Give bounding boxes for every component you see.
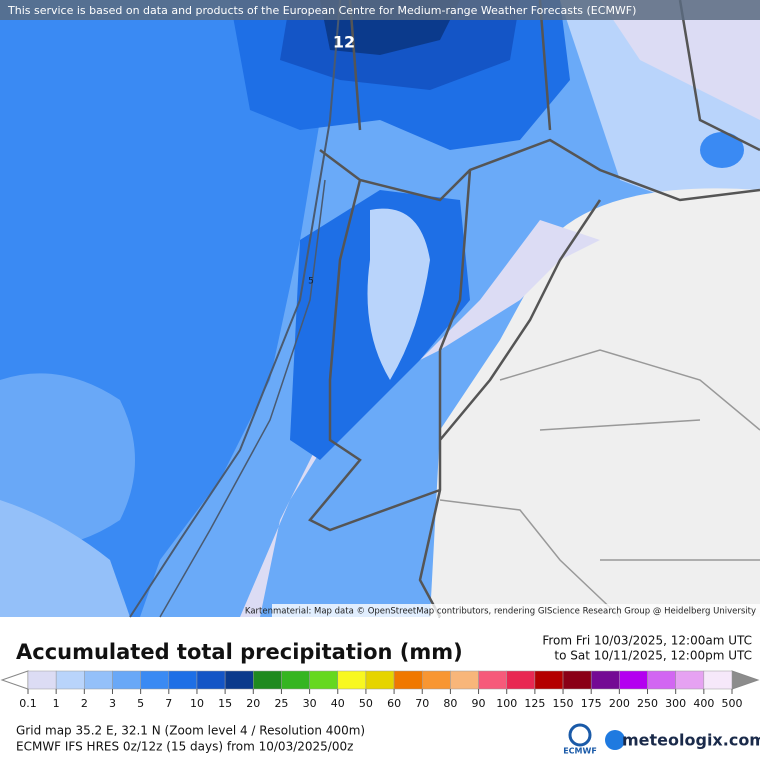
model-info: ECMWF IFS HRES 0z/12z (15 days) from 10/… <box>16 740 353 754</box>
colorbar-box <box>534 670 564 690</box>
colorbar-tick-label: 50 <box>359 697 373 710</box>
colorbar-tick-label: 20 <box>246 697 260 710</box>
colorbar-tick-label: 25 <box>274 697 288 710</box>
colorbar-box <box>675 670 705 690</box>
colorbar-arrow <box>731 670 760 690</box>
colorbar-tick-label: 1 <box>53 697 60 710</box>
colorbar-tick-label: 0.1 <box>19 697 37 710</box>
colorbar-box <box>619 670 648 690</box>
coastline <box>159 179 326 618</box>
period-from: From Fri 10/03/2025, 12:00am UTC <box>542 634 752 648</box>
colorbar-box <box>337 670 367 690</box>
colorbar-box <box>281 670 310 690</box>
banner: This service is based on data and produc… <box>7 4 636 17</box>
colorbar-tick-label: 500 <box>722 697 743 710</box>
colorbar-box <box>450 670 479 690</box>
colorbar-tick-label: 300 <box>665 697 686 710</box>
colorbar-tick-label: 125 <box>524 697 545 710</box>
colorbar-tick-label: 100 <box>496 697 517 710</box>
border <box>308 0 760 618</box>
colorbar-box <box>309 670 339 690</box>
colorbar-tick-label: 90 <box>472 697 486 710</box>
colorbar-tick-label: 80 <box>443 697 457 710</box>
precip-area <box>600 0 760 120</box>
colorbar-tick-label: 150 <box>553 697 574 710</box>
colorbar-arrow <box>0 670 29 690</box>
contour-label: 12 <box>333 33 355 52</box>
colorbar-tick-label: 60 <box>387 697 401 710</box>
colorbar-tick-label: 5 <box>137 697 144 710</box>
colorbar-box <box>478 670 507 690</box>
precip-area <box>0 500 130 617</box>
colorbar: 0.1 1 2 3 5 7 10 15 20 25 30 40 50 60 70 80 90 100 125 150 1… <box>19 670 743 710</box>
colorbar-box <box>27 670 57 690</box>
precip-area <box>0 373 135 547</box>
colorbar-tick-label: 250 <box>637 697 658 710</box>
colorbar-tick-label: 40 <box>331 697 345 710</box>
colorbar-box <box>365 670 395 690</box>
colorbar-box <box>196 670 226 690</box>
colorbar-tick-label: 7 <box>165 697 172 710</box>
brand-icon <box>605 730 625 750</box>
colorbar-tick-label: 2 <box>81 697 88 710</box>
colorbar-box <box>393 670 423 690</box>
colorbar-box <box>112 670 141 690</box>
colorbar-box <box>590 670 620 690</box>
colorbar-box <box>647 670 676 690</box>
coastline <box>129 0 341 618</box>
colorbar-tick-label: 200 <box>609 697 630 710</box>
colorbar-tick-label: 15 <box>218 697 232 710</box>
attribution-background <box>272 604 760 617</box>
colorbar-tick-label: 400 <box>693 697 714 710</box>
colorbar-box <box>140 670 170 690</box>
colorbar-box <box>55 670 85 690</box>
precip-area <box>700 132 744 168</box>
brand: meteologix.com <box>622 731 760 750</box>
colorbar-box <box>703 670 733 690</box>
colorbar-box <box>224 670 254 690</box>
dry-land <box>430 188 760 617</box>
ecmwf-logo: ECMWF <box>563 747 597 756</box>
colorbar-tick-label: 3 <box>109 697 116 710</box>
attribution: Kartenmaterial: Map data © OpenStreetMap… <box>245 607 756 617</box>
colorbar-box <box>253 670 282 690</box>
colorbar-box <box>421 670 451 690</box>
map: This service is based on data and produc… <box>0 0 760 618</box>
legend-title: Accumulated total precipitation (mm) <box>16 640 463 664</box>
grid-info: Grid map 35.2 E, 32.1 N (Zoom level 4 / … <box>16 724 365 738</box>
colorbar-tick-label: 70 <box>415 697 429 710</box>
contour-label: 5 <box>308 277 314 287</box>
colorbar-box <box>168 670 198 690</box>
colorbar-tick-label: 30 <box>303 697 317 710</box>
precip-area <box>367 208 430 380</box>
ecmwf-icon <box>568 723 592 747</box>
banner-background <box>0 0 760 20</box>
colorbar-tick-label: 10 <box>190 697 204 710</box>
colorbar-tick-label: 175 <box>581 697 602 710</box>
border <box>439 349 760 618</box>
colorbar-box <box>506 670 536 690</box>
colorbar-box <box>84 670 113 690</box>
colorbar-box <box>562 670 592 690</box>
period-to: to Sat 10/11/2025, 12:00pm UTC <box>554 649 752 663</box>
